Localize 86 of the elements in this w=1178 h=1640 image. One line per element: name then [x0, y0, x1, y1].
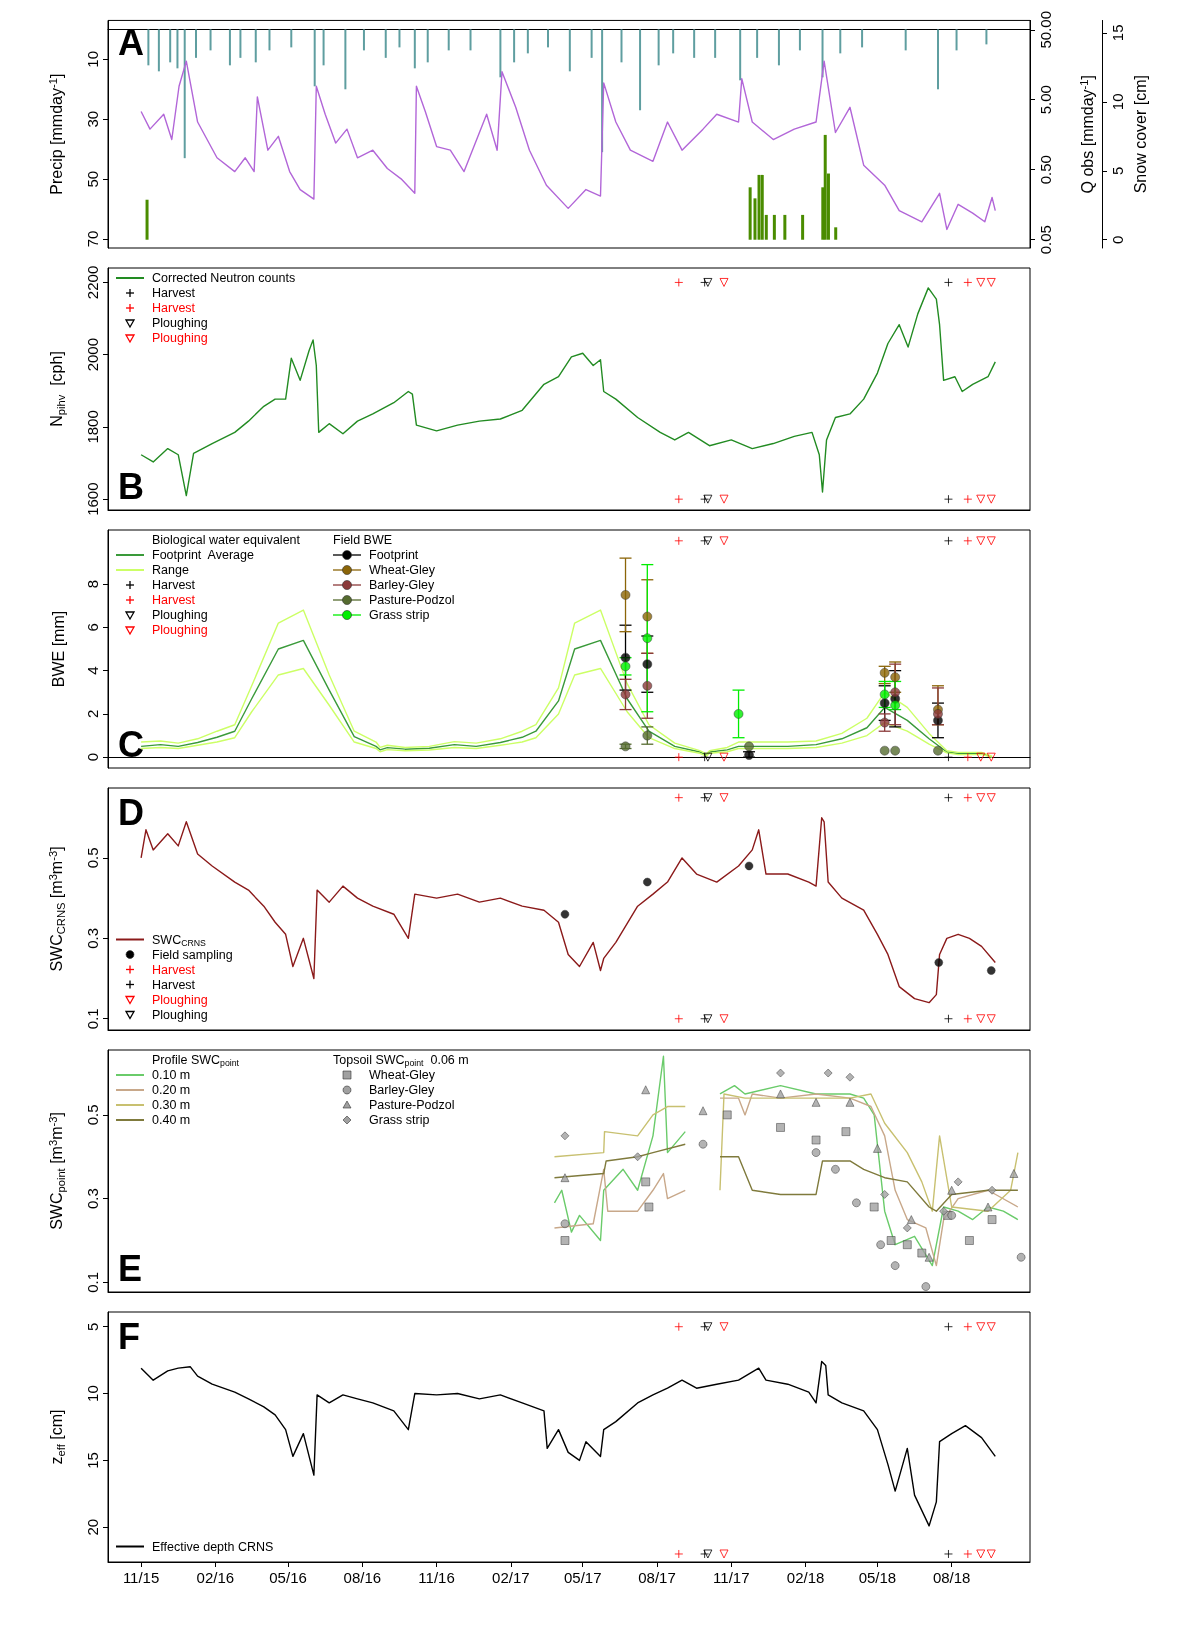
y2-tick-label: 50.00 — [1037, 10, 1054, 49]
legend-label: Footprint — [369, 548, 419, 562]
legend-label: 0.10 m — [152, 1068, 191, 1082]
legend-label: Effective depth CRNS — [152, 1539, 274, 1554]
annotation: D — [118, 791, 144, 833]
legend-label: Corrected Neutron counts — [152, 271, 296, 285]
x-tick-label: 08/16 — [343, 1569, 382, 1586]
x-tick-label: 08/17 — [638, 1569, 676, 1586]
annotation: C — [118, 723, 144, 765]
x-tick-label: 11/16 — [418, 1569, 455, 1586]
legend-label: Harvest — [152, 286, 196, 300]
annotation: E — [118, 1247, 143, 1289]
annotation: F — [118, 1315, 140, 1357]
y-tick-label: 0.3 — [84, 1188, 101, 1210]
legend-label: Harvest — [152, 977, 196, 992]
legend-label: Wheat-Gley — [369, 1068, 436, 1082]
legend-label: 0.30 m — [152, 1098, 191, 1112]
y3-tick-label: 0 — [1109, 235, 1126, 244]
y-tick-label: 0.1 — [84, 1008, 101, 1030]
y-tick-label: 50 — [84, 170, 101, 188]
annotation: B — [118, 465, 144, 507]
y-axis-title: SWCpoint [m3m-3] — [46, 1112, 67, 1230]
y-axis-title: Npihv [cph] — [48, 351, 67, 427]
y3-tick-label: 10 — [1109, 93, 1126, 111]
legend-label: 0.20 m — [152, 1083, 191, 1097]
legend-label: Ploughing — [152, 331, 208, 345]
y-tick-label: 70 — [84, 230, 101, 248]
legend-label: Pasture-Podzol — [369, 593, 455, 607]
legend-label: Field sampling — [152, 947, 233, 962]
y-tick-label: 8 — [84, 579, 101, 589]
legend-label: Pasture-Podzol — [369, 1098, 455, 1112]
y-tick-label: 0.3 — [84, 927, 101, 949]
legend-label: Harvest — [152, 593, 196, 607]
y2-tick-label: 0.05 — [1037, 225, 1054, 255]
y3-tick-label: 5 — [1109, 166, 1126, 175]
x-tick-label: 05/18 — [858, 1569, 897, 1586]
legend-label: Barley-Gley — [369, 578, 436, 592]
legend-label: Ploughing — [152, 992, 208, 1007]
x-tick-label: 02/18 — [786, 1569, 825, 1586]
legend-title: Biological water equivalent — [152, 533, 301, 547]
x-tick-label: 08/18 — [932, 1569, 971, 1586]
y-tick-label: 5 — [84, 1322, 101, 1331]
legend-label: Grass strip — [369, 1113, 430, 1127]
legend-label: Harvest — [152, 578, 196, 592]
legend-label: Harvest — [152, 301, 196, 315]
y3-axis-title: Snow cover [cm] — [1132, 75, 1150, 194]
y-tick-label: 2 — [84, 709, 101, 719]
legend-label: Grass strip — [369, 608, 430, 622]
y-tick-label: 10 — [84, 1385, 101, 1402]
legend-label: Ploughing — [152, 316, 208, 330]
y-tick-label: 0.5 — [84, 1104, 101, 1126]
legend-label: Ploughing — [152, 1007, 208, 1022]
legend-label: 0.40 m — [152, 1113, 191, 1127]
y3-tick-label: 15 — [1109, 24, 1126, 42]
y-tick-label: 2000 — [84, 338, 101, 372]
y-tick-label: 20 — [84, 1518, 101, 1536]
y-tick-label: 4 — [84, 666, 101, 675]
y2-tick-label: 0.50 — [1037, 155, 1054, 185]
y2-tick-label: 5.00 — [1037, 85, 1054, 115]
y-tick-label: 0.1 — [84, 1271, 101, 1293]
y-axis-title: BWE [mm] — [49, 610, 67, 688]
annotation: A — [118, 21, 144, 63]
legend-label: Harvest — [152, 962, 196, 977]
y-tick-label: 0 — [84, 753, 101, 762]
x-tick-label: 05/17 — [563, 1569, 602, 1586]
legend-label: Barley-Gley — [369, 1083, 436, 1097]
y-tick-label: 0.5 — [84, 847, 101, 869]
annotation: Field BWE — [333, 533, 393, 547]
legend-label: Ploughing — [152, 623, 208, 637]
x-tick-label: 02/17 — [492, 1569, 530, 1586]
y-tick-label: 2200 — [84, 265, 101, 300]
x-tick-label: 11/15 — [122, 1569, 160, 1586]
y-tick-label: 30 — [84, 110, 101, 128]
x-tick-label: 11/17 — [713, 1569, 750, 1586]
legend-label: Wheat-Gley — [369, 563, 436, 577]
x-tick-label: 05/16 — [269, 1569, 307, 1586]
y-tick-label: 10 — [84, 51, 101, 68]
legend-label: Range — [152, 563, 189, 577]
legend-label: Footprint Average — [152, 548, 254, 562]
y-axis-title: zeff [cm] — [48, 1409, 67, 1465]
y-tick-label: 1600 — [84, 482, 101, 516]
x-tick-label: 02/16 — [196, 1569, 235, 1586]
y-tick-label: 6 — [84, 623, 101, 632]
y-tick-label: 15 — [84, 1452, 101, 1469]
y-tick-label: 1800 — [84, 410, 101, 444]
legend-label: Ploughing — [152, 608, 208, 622]
